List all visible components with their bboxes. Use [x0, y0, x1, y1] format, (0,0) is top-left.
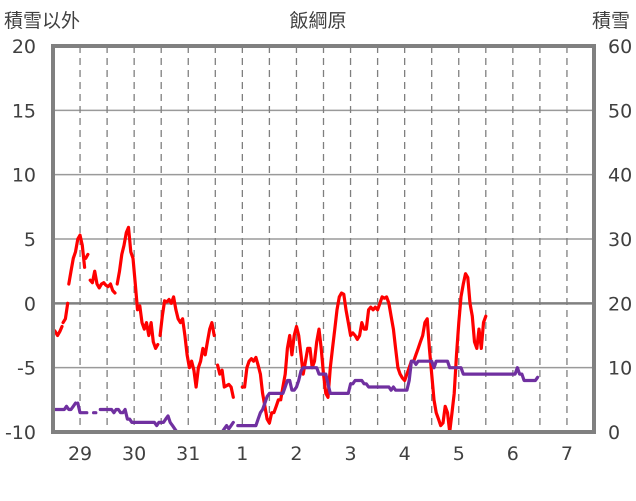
temperature-line-segment-5	[115, 225, 160, 350]
x-tick-label: 3	[345, 443, 357, 465]
right-axis-label: 積雪	[592, 10, 630, 32]
left-tick-label: 15	[12, 100, 36, 122]
plot-frame	[51, 44, 596, 434]
right-tick-label: 50	[608, 100, 632, 122]
chart-title: 飯綱原	[289, 10, 346, 32]
x-tick-label: 2	[290, 443, 302, 465]
temperature-line-segment-8	[240, 272, 488, 434]
temperature-line-segment-2	[67, 233, 87, 286]
temperature-line-segment-1	[61, 301, 70, 325]
gridlines	[53, 46, 594, 432]
temperature-line-segment-6	[158, 295, 216, 389]
x-tick-label: 6	[507, 443, 519, 465]
x-tick-label: 4	[399, 443, 411, 465]
snow-depth-line-segment-5	[236, 359, 540, 428]
temperature-line-segment-3	[84, 252, 90, 260]
temperature-line-segment-7	[216, 363, 235, 399]
right-tick-label: 0	[608, 422, 620, 444]
right-tick-label: 40	[608, 165, 632, 187]
x-tick-label: 30	[122, 443, 146, 465]
x-tick-label: 31	[176, 443, 200, 465]
left-axis-label: 積雪以外	[4, 10, 80, 32]
left-tick-label: -10	[5, 422, 36, 444]
snow-depth-line-segment-1	[76, 401, 89, 415]
x-tick-label: 7	[561, 443, 573, 465]
snow-depth-line-segment-0	[51, 401, 78, 412]
right-tick-label: 30	[608, 229, 632, 251]
temperature-line-segment-4	[88, 269, 117, 295]
left-tick-label: 20	[12, 36, 36, 58]
x-tick-label: 29	[68, 443, 92, 465]
series-lines	[51, 225, 540, 434]
left-tick-label: 5	[24, 229, 36, 251]
right-tick-label: 20	[608, 293, 632, 315]
left-tick-label: -5	[17, 358, 36, 380]
x-tick-label: 1	[236, 443, 248, 465]
snow-depth-line-segment-3	[98, 407, 217, 434]
right-tick-label: 10	[608, 358, 632, 380]
right-tick-label: 60	[608, 36, 632, 58]
left-tick-label: 10	[12, 165, 36, 187]
left-tick-label: 0	[24, 293, 36, 315]
x-tick-label: 5	[453, 443, 465, 465]
